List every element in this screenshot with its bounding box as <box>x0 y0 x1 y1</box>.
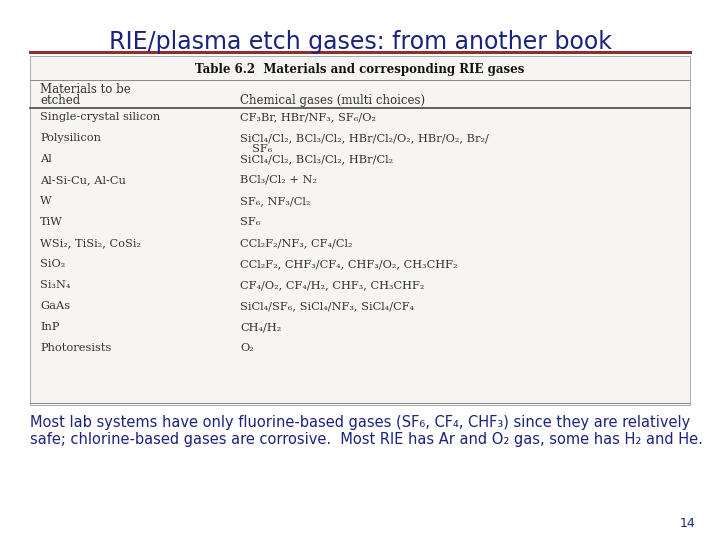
Text: SiO₂: SiO₂ <box>40 259 66 269</box>
Text: Single-crystal silicon: Single-crystal silicon <box>40 112 161 122</box>
Text: Al: Al <box>40 154 52 164</box>
Text: SiCl₄/SF₆, SiCl₄/NF₃, SiCl₄/CF₄: SiCl₄/SF₆, SiCl₄/NF₃, SiCl₄/CF₄ <box>240 301 414 311</box>
Text: SF₆, NF₃/Cl₂: SF₆, NF₃/Cl₂ <box>240 196 310 206</box>
Text: Chemical gases (multi choices): Chemical gases (multi choices) <box>240 94 425 107</box>
Text: Photoresists: Photoresists <box>40 343 112 353</box>
Text: Most lab systems have only fluorine-based gases (SF₆, CF₄, CHF₃) since they are : Most lab systems have only fluorine-base… <box>30 415 690 430</box>
Text: InP: InP <box>40 322 59 332</box>
Text: WSi₂, TiSi₂, CoSi₂: WSi₂, TiSi₂, CoSi₂ <box>40 238 141 248</box>
Text: O₂: O₂ <box>240 343 253 353</box>
Text: 14: 14 <box>679 517 695 530</box>
Text: etched: etched <box>40 94 80 107</box>
Text: CF₄/O₂, CF₄/H₂, CHF₃, CH₃CHF₂: CF₄/O₂, CF₄/H₂, CHF₃, CH₃CHF₂ <box>240 280 424 290</box>
Text: CH₄/H₂: CH₄/H₂ <box>240 322 282 332</box>
Text: CF₃Br, HBr/NF₃, SF₆/O₂: CF₃Br, HBr/NF₃, SF₆/O₂ <box>240 112 376 122</box>
Text: Table 6.2  Materials and corresponding RIE gases: Table 6.2 Materials and corresponding RI… <box>195 63 525 76</box>
Text: SF₆: SF₆ <box>240 217 261 227</box>
Text: Materials to be: Materials to be <box>40 83 131 96</box>
Text: Al-Si-Cu, Al-Cu: Al-Si-Cu, Al-Cu <box>40 175 126 185</box>
Text: BCl₃/Cl₂ + N₂: BCl₃/Cl₂ + N₂ <box>240 175 317 185</box>
Text: CCl₂F₂/NF₃, CF₄/Cl₂: CCl₂F₂/NF₃, CF₄/Cl₂ <box>240 238 353 248</box>
Text: RIE/plasma etch gases: from another book: RIE/plasma etch gases: from another book <box>109 30 611 54</box>
Text: W: W <box>40 196 52 206</box>
Text: Si₃N₄: Si₃N₄ <box>40 280 71 290</box>
Text: CCl₂F₂, CHF₃/CF₄, CHF₃/O₂, CH₃CHF₂: CCl₂F₂, CHF₃/CF₄, CHF₃/O₂, CH₃CHF₂ <box>240 259 457 269</box>
Text: TiW: TiW <box>40 217 63 227</box>
Text: SiCl₄/Cl₂, BCl₃/Cl₂, HBr/Cl₂/O₂, HBr/O₂, Br₂/: SiCl₄/Cl₂, BCl₃/Cl₂, HBr/Cl₂/O₂, HBr/O₂,… <box>240 133 489 143</box>
Text: SiCl₄/Cl₂, BCl₃/Cl₂, HBr/Cl₂: SiCl₄/Cl₂, BCl₃/Cl₂, HBr/Cl₂ <box>240 154 393 164</box>
Text: Polysilicon: Polysilicon <box>40 133 101 143</box>
Text: safe; chlorine-based gases are corrosive.  Most RIE has Ar and O₂ gas, some has : safe; chlorine-based gases are corrosive… <box>30 432 703 447</box>
Text: SF₆: SF₆ <box>252 144 272 154</box>
FancyBboxPatch shape <box>30 56 690 405</box>
Text: GaAs: GaAs <box>40 301 70 311</box>
